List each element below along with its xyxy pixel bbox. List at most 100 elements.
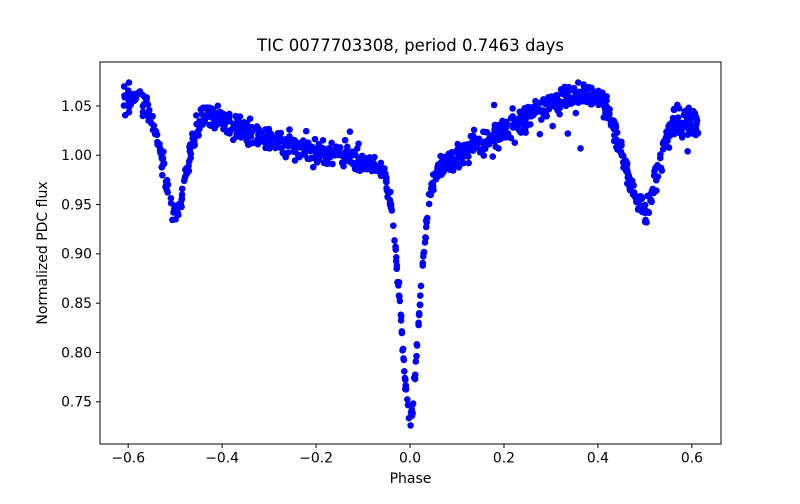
data-point xyxy=(286,126,293,133)
data-point xyxy=(515,118,522,125)
data-point xyxy=(569,86,576,94)
data-point xyxy=(208,105,216,113)
data-point xyxy=(610,125,618,132)
data-point xyxy=(507,114,515,122)
data-point xyxy=(415,321,422,329)
data-point xyxy=(175,211,182,219)
data-point xyxy=(556,104,564,112)
data-point xyxy=(669,114,677,122)
data-point xyxy=(393,253,400,261)
data-point xyxy=(150,122,158,129)
data-point xyxy=(538,116,545,123)
data-point xyxy=(693,120,700,128)
data-point xyxy=(145,117,152,125)
data-point xyxy=(218,114,225,122)
data-point xyxy=(400,355,407,362)
data-point xyxy=(472,143,479,151)
data-point xyxy=(214,102,222,110)
data-point xyxy=(205,112,213,119)
data-point xyxy=(497,135,505,143)
x-axis-label: Phase xyxy=(390,471,432,487)
data-point xyxy=(440,161,448,168)
data-point xyxy=(125,79,133,86)
data-point xyxy=(420,250,427,257)
x-tick-label: −0.6 xyxy=(111,451,145,467)
y-tick-label: 0.90 xyxy=(61,247,92,263)
x-tick-label: 0.6 xyxy=(681,451,703,467)
data-point xyxy=(206,121,213,129)
data-point xyxy=(120,102,128,109)
data-point xyxy=(194,128,201,136)
data-point xyxy=(127,100,135,108)
data-point xyxy=(433,168,441,176)
data-point xyxy=(355,140,362,148)
data-point xyxy=(159,171,166,179)
data-point xyxy=(193,112,200,119)
data-point xyxy=(532,108,540,116)
data-point xyxy=(399,345,407,353)
data-point xyxy=(308,154,315,162)
data-point xyxy=(384,188,392,196)
data-point xyxy=(233,119,241,126)
data-point xyxy=(417,282,425,290)
data-point xyxy=(246,128,254,136)
data-point xyxy=(405,414,413,422)
data-point xyxy=(394,278,401,286)
data-point xyxy=(326,153,334,161)
data-point xyxy=(596,93,604,100)
data-point xyxy=(670,106,678,114)
data-point xyxy=(425,190,433,198)
data-point xyxy=(296,153,303,161)
data-point xyxy=(521,106,529,114)
data-point xyxy=(413,352,420,360)
data-point xyxy=(311,135,319,143)
data-point xyxy=(178,196,186,203)
x-axis-ticks: −0.6 −0.4 −0.2 0.0 0.2 0.4 0.6 xyxy=(111,444,703,467)
x-tick-label: 0.0 xyxy=(399,451,421,467)
x-tick-label: 0.4 xyxy=(587,451,609,467)
data-point xyxy=(382,177,390,185)
data-point xyxy=(665,130,672,138)
y-tick-label: 0.95 xyxy=(61,197,92,213)
data-point xyxy=(570,97,578,104)
data-point xyxy=(559,90,566,98)
data-point xyxy=(658,167,666,174)
data-point xyxy=(574,79,582,86)
data-point xyxy=(407,422,414,429)
data-point xyxy=(144,101,152,108)
data-point xyxy=(393,262,401,269)
data-point xyxy=(456,146,464,153)
data-point xyxy=(653,187,660,194)
y-axis-label: Normalized PDC flux xyxy=(35,181,51,324)
data-point xyxy=(233,129,241,137)
data-point xyxy=(652,176,660,184)
scatter-points xyxy=(120,79,702,429)
data-point xyxy=(361,161,369,168)
data-point xyxy=(341,136,349,144)
data-point xyxy=(386,200,394,207)
data-point xyxy=(336,144,344,151)
data-point xyxy=(302,127,310,135)
data-point xyxy=(186,147,194,155)
data-point xyxy=(635,204,642,212)
data-point xyxy=(125,108,133,116)
data-point xyxy=(644,192,651,200)
data-point xyxy=(396,293,403,300)
data-point xyxy=(285,135,292,143)
data-point xyxy=(416,301,424,308)
data-point xyxy=(305,139,312,147)
data-point xyxy=(197,106,205,113)
data-point xyxy=(121,92,128,99)
data-point xyxy=(536,130,544,138)
data-point xyxy=(324,160,331,168)
data-point xyxy=(354,161,362,168)
data-point xyxy=(344,155,351,163)
data-point xyxy=(219,121,227,128)
data-point xyxy=(623,159,631,167)
data-point xyxy=(152,127,160,135)
data-point xyxy=(447,155,455,162)
data-point xyxy=(154,141,161,148)
